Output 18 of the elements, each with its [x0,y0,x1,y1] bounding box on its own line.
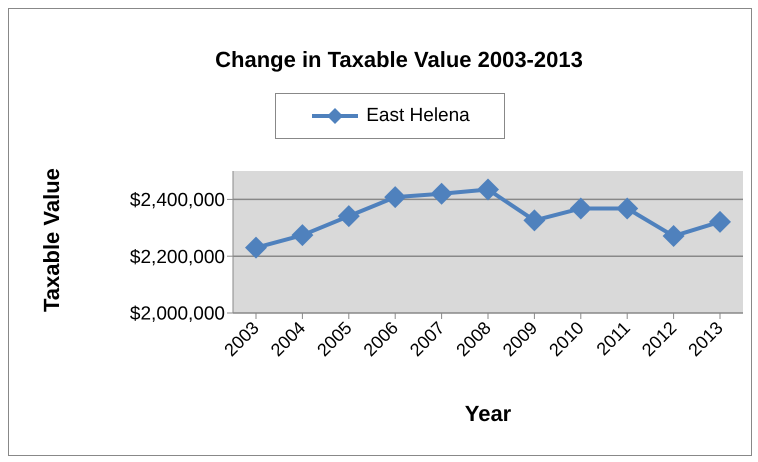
point [616,197,638,220]
point [384,186,406,208]
point [523,209,546,232]
point [662,225,685,248]
y-axis-title: Taxable Value [38,168,64,312]
legend-label: East Helena [366,105,470,127]
y-tick-label: $2,400,000 [130,190,225,212]
point [291,224,314,246]
chart-title: Change in Taxable Value 2003-2013 [214,47,584,73]
x-axis-title: Year [464,401,512,426]
point [477,178,499,200]
point [570,197,592,220]
y-tick-label: $2,200,000 [130,246,225,268]
point [338,205,360,228]
point [245,236,267,259]
y-tick-label: $2,000,000 [130,304,225,325]
point [430,182,453,205]
point [709,210,731,233]
